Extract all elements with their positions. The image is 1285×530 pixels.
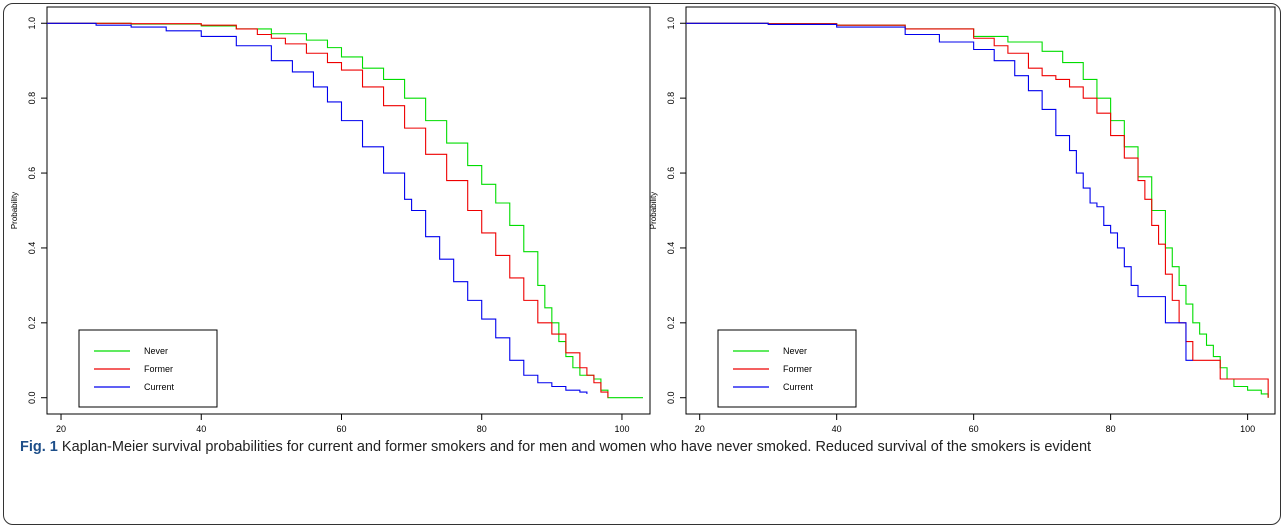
- chart-1-x-tick-label: 20: [695, 424, 705, 434]
- chart-1-series-former-line: [686, 22, 1269, 398]
- chart-0-y-axis-title: Probability: [10, 192, 19, 229]
- chart-1-series-current-line: [686, 22, 1193, 361]
- chart-0-x-tick-label: 40: [196, 424, 206, 434]
- figure-caption: Fig. 1 Kaplan-Meier survival probabiliti…: [20, 436, 1275, 458]
- chart-0-series-current-line: [47, 22, 588, 394]
- chart-0-series-former-line: [47, 22, 609, 398]
- chart-0-y-tick-label: 1.0: [27, 17, 37, 30]
- chart-0-y-tick-label: 0.8: [27, 92, 37, 105]
- chart-1-y-tick-label: 0.0: [666, 391, 676, 404]
- chart-0-x-tick-label: 20: [56, 424, 66, 434]
- chart-1-y-tick-label: 0.4: [666, 242, 676, 255]
- chart-1-legend-label-former: Former: [783, 364, 812, 374]
- chart-1-y-tick-label: 0.2: [666, 317, 676, 330]
- chart-0-x-tick-label: 60: [336, 424, 346, 434]
- chart-0-series-never-line: [47, 22, 643, 399]
- chart-1-y-axis-title: Probability: [649, 192, 658, 229]
- chart-1-x-tick-label: 60: [969, 424, 979, 434]
- chart-1-x-tick-label: 100: [1240, 424, 1255, 434]
- chart-1-x-tick-label: 40: [832, 424, 842, 434]
- chart-0-y-tick-label: 0.6: [27, 167, 37, 180]
- chart-1-legend-label-current: Current: [783, 382, 814, 392]
- chart-0-y-tick-label: 0.2: [27, 317, 37, 330]
- chart-1-x-tick-label: 80: [1106, 424, 1116, 434]
- chart-0-x-tick-label: 80: [477, 424, 487, 434]
- caption-text: Kaplan-Meier survival probabilities for …: [61, 439, 1092, 455]
- chart-1-legend-label-never: Never: [783, 346, 807, 356]
- chart-0-legend-label-current: Current: [144, 382, 175, 392]
- chart-0-x-tick-label: 100: [614, 424, 629, 434]
- chart-0-y-tick-label: 0.4: [27, 242, 37, 255]
- chart-0-legend-label-former: Former: [144, 364, 173, 374]
- chart-0-y-tick-label: 0.0: [27, 391, 37, 404]
- chart-0-legend-label-never: Never: [144, 346, 168, 356]
- chart-1-legend-box: [717, 329, 857, 408]
- chart-1-y-tick-label: 0.6: [666, 167, 676, 180]
- chart-1-series-never-line: [686, 22, 1269, 398]
- figure-label: Fig. 1: [20, 439, 58, 455]
- chart-1-y-tick-label: 1.0: [666, 17, 676, 30]
- chart-1-y-tick-label: 0.8: [666, 92, 676, 105]
